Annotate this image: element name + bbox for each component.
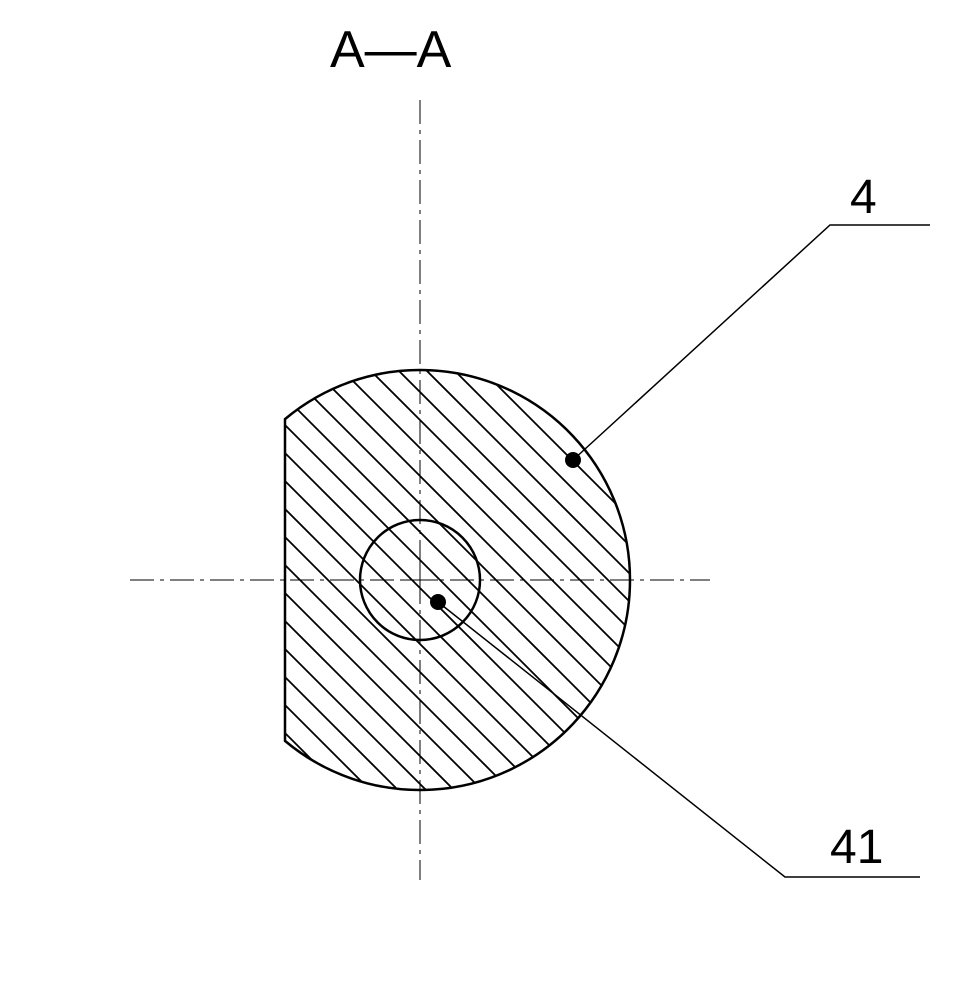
- section-title: A—A: [330, 20, 451, 80]
- callout-41-label: 41: [830, 820, 883, 875]
- engineering-diagram: [0, 0, 965, 985]
- callout-4-leader: [573, 225, 930, 460]
- callout-4-label: 4: [850, 170, 877, 225]
- callout-4-dot: [565, 452, 581, 468]
- callout-41-dot: [430, 594, 446, 610]
